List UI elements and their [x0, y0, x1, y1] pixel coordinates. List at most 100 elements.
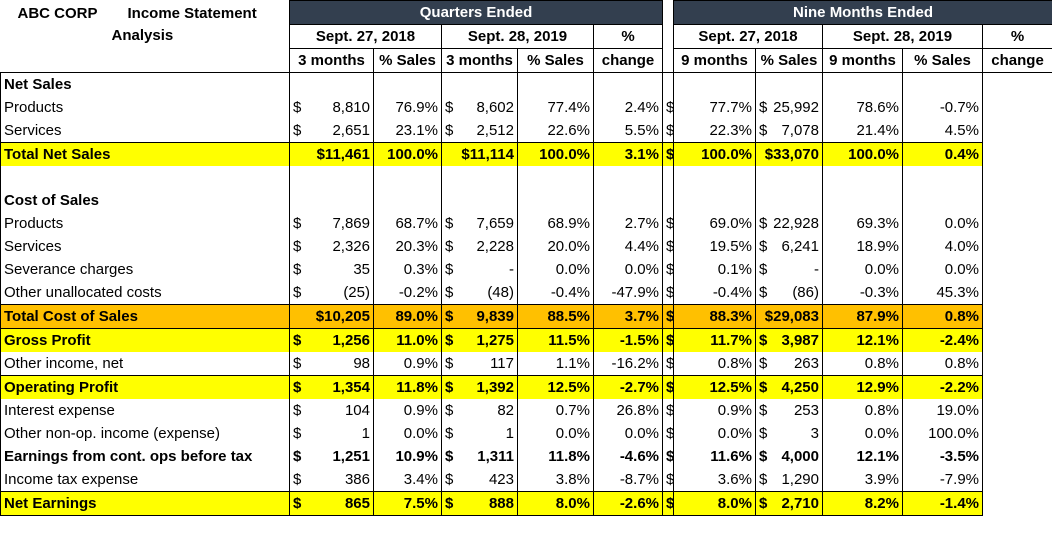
q-months-2018: 3 months: [289, 48, 374, 73]
amount-cell: $1,188: [662, 468, 674, 492]
amount-cell: $2,228: [441, 235, 518, 258]
amount-cell: $888: [441, 491, 518, 516]
currency-symbol: $: [293, 122, 302, 139]
pct-sales-cell: -0.4%: [673, 281, 756, 305]
pct-sales-cell: 10.9%: [373, 445, 442, 468]
amount-cell: [289, 189, 374, 212]
n-months-2018: 9 months: [673, 48, 756, 73]
pct-sales-cell: 11.8%: [373, 375, 442, 399]
pct-change-cell: [902, 189, 983, 212]
amount-cell: [441, 189, 518, 212]
amount-value: $33,070: [764, 146, 819, 163]
amount-cell: $11,114: [441, 142, 518, 166]
amount-cell: $117: [441, 352, 518, 376]
amount-value: 2,710: [781, 495, 819, 512]
amount-cell: $4,155: [662, 375, 674, 399]
pct-sales-cell: [673, 189, 756, 212]
pct-sales-cell: 12.1%: [822, 328, 903, 352]
table-row: Cost of Sales: [0, 189, 1052, 212]
row-label: Earnings from cont. ops before tax: [0, 445, 290, 468]
amount-cell: $7,869: [289, 212, 374, 235]
pct-sales-cell: 8.2%: [822, 491, 903, 516]
pct-change-cell: -1.4%: [902, 491, 983, 516]
currency-symbol: $: [293, 284, 302, 301]
pct-change-cell: 0.0%: [593, 258, 663, 281]
currency-symbol: $: [293, 261, 302, 278]
table-row: Other income, net$980.9%$1171.1%-16.2%$2…: [0, 352, 1052, 376]
pct-change-cell: 2.4%: [593, 96, 663, 119]
amount-value: 25,992: [773, 99, 819, 116]
amount-cell: $(125): [662, 281, 674, 305]
pct-change-cell: -8.7%: [593, 468, 663, 492]
currency-symbol: $: [445, 402, 454, 419]
currency-symbol: $: [666, 212, 673, 235]
amount-value: 386: [344, 471, 370, 488]
pct-change-cell: 5.5%: [593, 119, 663, 143]
pct-sales-cell: 89.0%: [373, 304, 442, 329]
currency-symbol: $: [666, 96, 673, 119]
pct-change-cell: 0.0%: [593, 422, 663, 445]
pct-sales-cell: 0.0%: [822, 258, 903, 281]
amount-cell: [441, 72, 518, 96]
amount-cell: $33,070: [755, 142, 823, 166]
currency-symbol: $: [759, 379, 768, 396]
pct-change-cell: 2.7%: [593, 212, 663, 235]
n-sales-2019: % Sales: [902, 48, 983, 73]
amount-cell: $2,326: [289, 235, 374, 258]
amount-value: 2,326: [332, 238, 370, 255]
pct-sales-cell: 11.0%: [373, 328, 442, 352]
currency-symbol: $: [445, 261, 454, 278]
currency-symbol: $: [666, 376, 673, 399]
pct-sales-cell: 21.4%: [822, 119, 903, 143]
pct-sales-cell: 69.3%: [822, 212, 903, 235]
currency-symbol: $: [445, 471, 454, 488]
currency-symbol: $: [759, 332, 768, 349]
currency-symbol: $: [445, 332, 454, 349]
amount-cell: $25,820: [662, 96, 674, 119]
pct-sales-cell: 88.3%: [673, 304, 756, 329]
n-date-2019: Sept. 28, 2019: [822, 24, 983, 49]
currency-symbol: $: [666, 445, 673, 468]
currency-symbol: $: [293, 238, 302, 255]
row-label: [0, 166, 290, 189]
amount-value: 1,290: [781, 471, 819, 488]
pct-sales-cell: 3.4%: [373, 468, 442, 492]
amount-value: 2,512: [476, 122, 514, 139]
amount-cell: [662, 189, 674, 212]
pct-sales-cell: 8.0%: [673, 491, 756, 516]
pct-change-cell: -3.5%: [902, 445, 983, 468]
amount-value: 7,659: [476, 215, 514, 232]
amount-cell: $ -: [755, 258, 823, 281]
table-row: Services$2,32620.3%$2,22820.0%4.4%$6,493…: [0, 235, 1052, 258]
currency-symbol: $: [759, 355, 768, 372]
amount-cell: $22,922: [662, 212, 674, 235]
income-statement-table: ABC CORP Income Statement Analysis Quart…: [0, 0, 1052, 516]
pct-sales-cell: 0.0%: [673, 422, 756, 445]
amount-value: 1,256: [332, 332, 370, 349]
pct-sales-cell: 0.8%: [822, 399, 903, 422]
pct-sales-cell: [517, 166, 594, 189]
amount-value: 4,250: [781, 379, 819, 396]
amount-cell: $7,659: [441, 212, 518, 235]
row-label: Products: [0, 96, 290, 119]
q-pct-header: %: [593, 24, 663, 49]
amount-cell: $33,215: [662, 142, 674, 166]
amount-cell: $253: [755, 399, 823, 422]
table-row: Other unallocated costs $ (25) -0.2% $ (48) -0…: [0, 281, 1052, 305]
sheet-title-cell: ABC CORP Income Statement Analysis: [1, 1, 290, 73]
amount-cell: $386: [289, 468, 374, 492]
pct-sales-cell: 23.1%: [373, 119, 442, 143]
pct-sales-cell: 77.7%: [673, 96, 756, 119]
currency-symbol: $: [445, 495, 454, 512]
statement-title: Income Statement: [127, 4, 257, 22]
pct-sales-cell: [373, 72, 442, 96]
currency-symbol: $: [666, 281, 673, 304]
table-row: Net Sales: [0, 72, 1052, 96]
q-date-2018: Sept. 27, 2018: [289, 24, 442, 49]
pct-sales-cell: 22.3%: [673, 119, 756, 143]
pct-sales-cell: -0.4%: [517, 281, 594, 305]
amount-value: (48): [487, 284, 514, 301]
quarters-ended-header: Quarters Ended: [289, 0, 663, 25]
currency-symbol: $: [759, 238, 768, 255]
pct-sales-cell: 3.6%: [673, 468, 756, 492]
